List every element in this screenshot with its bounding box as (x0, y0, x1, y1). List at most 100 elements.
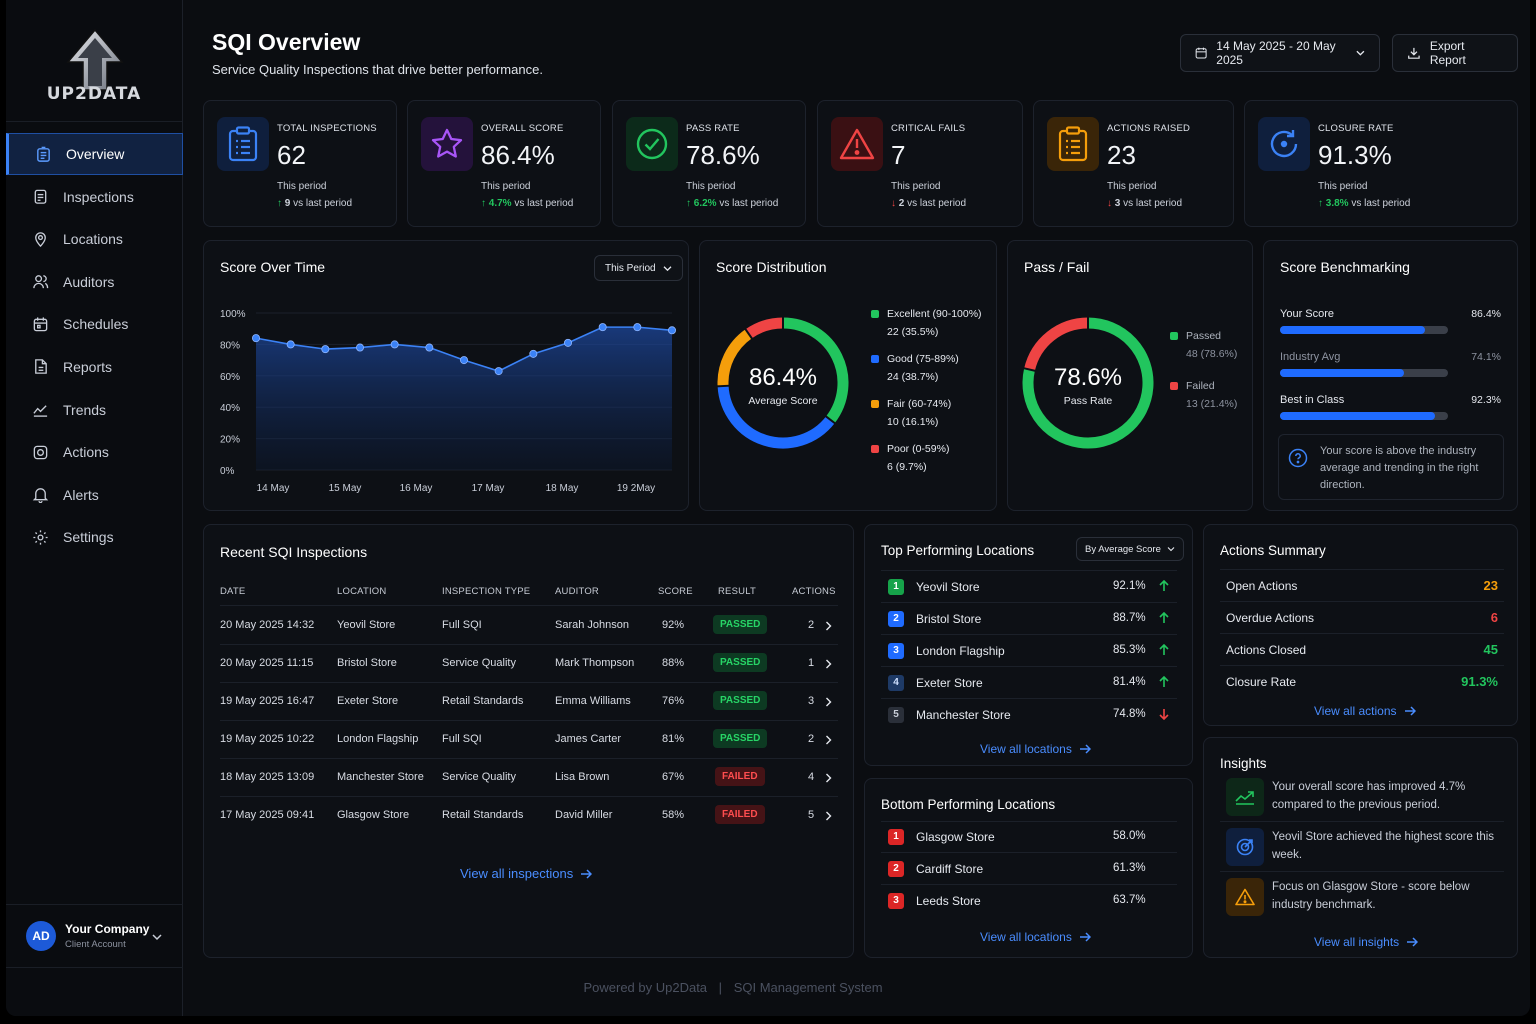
list-item[interactable]: Closure Rate 91.3% (1220, 666, 1504, 698)
table-row[interactable]: 20 May 2025 11:15 Bristol Store Service … (220, 645, 838, 683)
chevron-right-icon[interactable] (825, 697, 832, 707)
list-item[interactable]: 5 Manchester Store 74.8% (881, 699, 1177, 731)
main-content: SQI Overview Service Quality Inspections… (183, 0, 1530, 1016)
donut-segment (1022, 317, 1154, 449)
download-icon (1408, 47, 1420, 59)
cell-actions: 4 (808, 771, 815, 783)
list-item[interactable]: Overdue Actions 6 (1220, 602, 1504, 634)
view-all-locations-link[interactable]: View all locations (980, 742, 1091, 756)
insight-text: Yeovil Store achieved the highest score … (1272, 831, 1495, 861)
cell-location: Manchester Store (337, 771, 424, 783)
sidebar-item-label: Locations (63, 231, 123, 248)
check-circle-icon (626, 117, 678, 171)
warning-icon (1226, 878, 1264, 916)
clipboard-icon (217, 117, 269, 171)
view-all-inspections-link[interactable]: View all inspections (460, 866, 593, 881)
data-point (494, 367, 503, 376)
chevron-right-icon[interactable] (825, 659, 832, 669)
kpi-period: This period (481, 181, 531, 192)
list-item[interactable]: 3 London Flagship 85.3% (881, 635, 1177, 667)
sidebar-item-settings[interactable]: Settings (6, 516, 183, 558)
x-tick-label: 16 May (400, 483, 433, 494)
bell-icon (32, 488, 49, 504)
kpi-change-suffix: vs last period (514, 198, 574, 209)
kpi-label: TOTAL INSPECTIONS (277, 123, 377, 134)
x-tick-label: 14 May (257, 483, 290, 494)
arrow-right-icon (1407, 937, 1419, 947)
sidebar-item-inspections[interactable]: Inspections (6, 176, 183, 218)
table-row[interactable]: 19 May 2025 16:47 Exeter Store Retail St… (220, 683, 838, 721)
page-title: SQI Overview (212, 29, 361, 55)
footer-left: Powered by Up2Data (583, 980, 708, 995)
sidebar-item-schedules[interactable]: Schedules (6, 303, 183, 345)
kpi-period: This period (1318, 181, 1368, 192)
logo-arrow-icon (66, 28, 124, 91)
period-select[interactable]: This Period (594, 255, 683, 281)
kpi-change-value: 9 (284, 198, 291, 209)
link-label: View all locations (980, 930, 1072, 944)
card-title: Score Distribution (716, 259, 827, 275)
star-icon (421, 117, 473, 171)
list-item[interactable]: 1 Glasgow Store 58.0% (881, 821, 1177, 853)
kpi-period: This period (686, 181, 736, 192)
list-item[interactable]: 2 Bristol Store 88.7% (881, 603, 1177, 635)
sidebar-item-trends[interactable]: Trends (6, 389, 183, 431)
donut-separator (716, 384, 730, 388)
cell-type: Retail Standards (442, 809, 524, 821)
list-item[interactable]: 2 Cardiff Store 61.3% (881, 853, 1177, 885)
table-row[interactable]: 19 May 2025 10:22 London Flagship Full S… (220, 721, 838, 759)
sidebar-item-reports[interactable]: Reports (6, 346, 183, 388)
location-score: 63.7% (1113, 894, 1146, 906)
table-row[interactable]: 20 May 2025 14:32 Yeovil Store Full SQI … (220, 607, 838, 645)
kpi-card-total-inspections: TOTAL INSPECTIONS 62 This period ↑ 9 vs … (203, 100, 397, 227)
gear-icon (33, 530, 48, 545)
chevron-right-icon[interactable] (825, 811, 832, 821)
sidebar-item-actions[interactable]: Actions (6, 431, 183, 473)
list-item[interactable]: 1 Yeovil Store 92.1% (881, 571, 1177, 603)
export-label: Export Report (1429, 39, 1466, 67)
donut-segment (717, 385, 835, 449)
list-item[interactable]: 4 Exeter Store 81.4% (881, 667, 1177, 699)
sort-select[interactable]: By Average Score (1076, 537, 1184, 561)
benchmark-bar (1280, 369, 1448, 377)
cell-auditor: Sarah Johnson (555, 619, 629, 631)
rank-badge: 2 (888, 861, 904, 877)
kpi-change-value: 4.7% (488, 198, 512, 209)
table-row[interactable]: 18 May 2025 13:09 Manchester Store Servi… (220, 759, 838, 797)
arrow-up-icon: ↑ (686, 198, 691, 209)
trend-up-icon (1226, 778, 1264, 816)
chevron-right-icon[interactable] (825, 773, 832, 783)
date-range-picker[interactable]: 14 May 2025 - 20 May 2025 (1180, 34, 1380, 72)
benchmark-bar-fill (1280, 369, 1405, 377)
x-tick-label: 19 2May (617, 483, 655, 494)
legend-detail: 10 (16.1%) (887, 416, 939, 428)
kpi-change-value: 6.2% (693, 198, 717, 209)
sidebar-item-overview[interactable]: Overview (6, 133, 183, 175)
location-score: 88.7% (1113, 612, 1146, 624)
list-item[interactable]: Actions Closed 45 (1220, 634, 1504, 666)
kpi-card-critical-fails: CRITICAL FAILS 7 This period ↓ 2 vs last… (817, 100, 1023, 227)
location-name: Bristol Store (916, 612, 982, 626)
view-all-actions-link[interactable]: View all actions (1314, 704, 1416, 718)
location-name: London Flagship (916, 644, 1005, 658)
table-row[interactable]: 17 May 2025 09:41 Glasgow Store Retail S… (220, 797, 838, 835)
sidebar-item-alerts[interactable]: Alerts (6, 474, 183, 516)
pass-fail-donut (1022, 316, 1154, 449)
sidebar-item-locations[interactable]: Locations (6, 218, 183, 260)
view-all-locations-link[interactable]: View all locations (980, 930, 1091, 944)
legend-swatch (1170, 332, 1178, 340)
y-tick-label: 0% (220, 466, 235, 477)
kpi-period: This period (1107, 181, 1157, 192)
export-report-button[interactable]: Export Report (1392, 34, 1518, 72)
rank-badge: 3 (888, 893, 904, 909)
x-tick-label: 15 May (329, 483, 362, 494)
recent-inspections-card: Recent SQI Inspections DATE LOCATION INS… (203, 524, 854, 958)
list-item[interactable]: Open Actions 23 (1220, 570, 1504, 602)
view-all-insights-link[interactable]: View all insights (1314, 935, 1419, 949)
list-item[interactable]: 3 Leeds Store 63.7% (881, 885, 1177, 917)
chevron-right-icon[interactable] (825, 735, 832, 745)
cell-location: London Flagship (337, 733, 419, 745)
account-switcher[interactable]: AD Your Company Client Account (6, 904, 183, 968)
chevron-right-icon[interactable] (825, 621, 832, 631)
sidebar-item-auditors[interactable]: Auditors (6, 261, 183, 303)
